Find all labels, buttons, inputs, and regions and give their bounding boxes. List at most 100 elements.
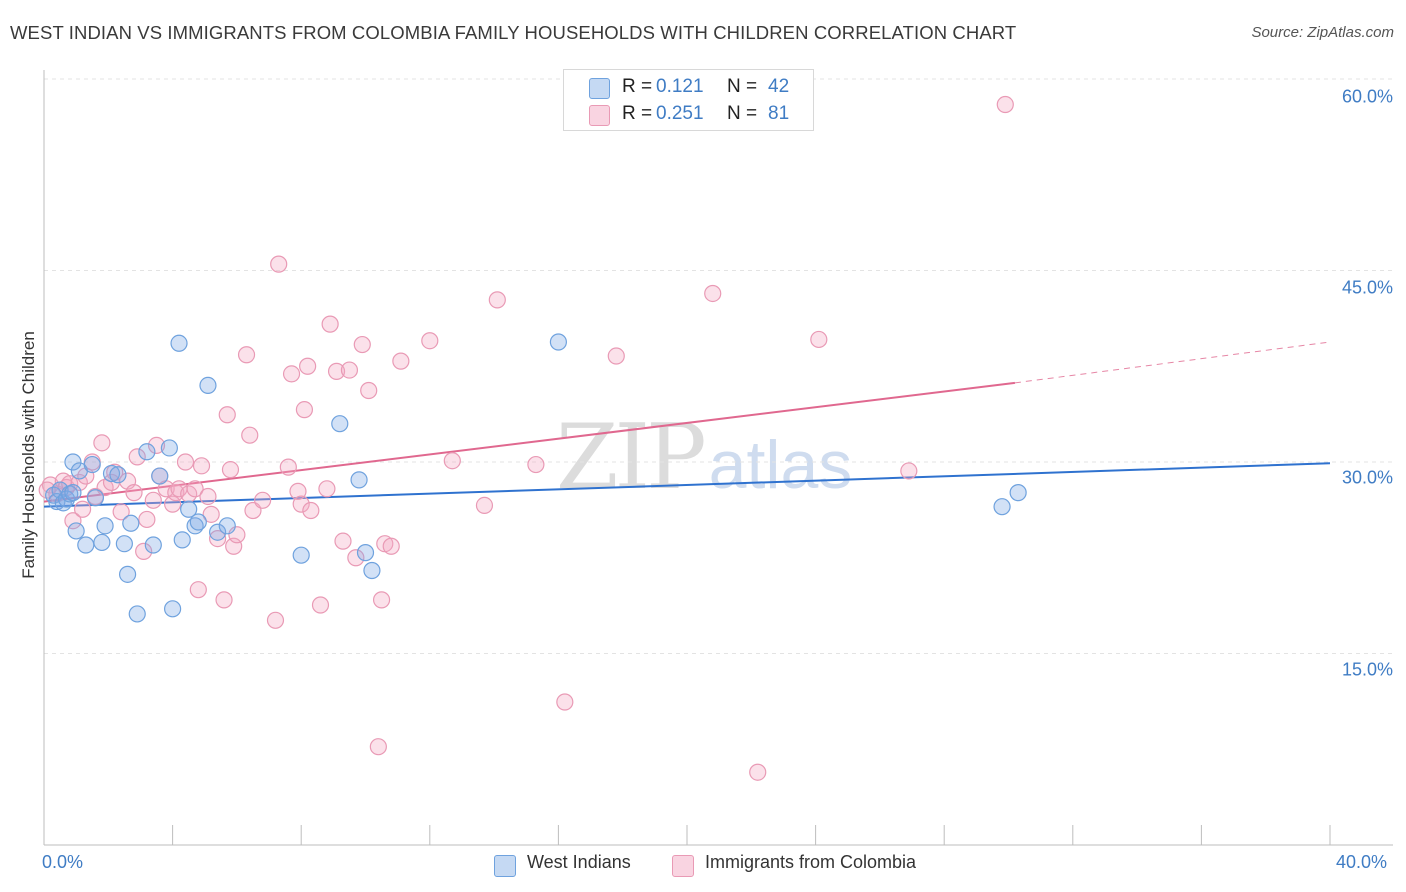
series-west-indians-points bbox=[45, 333, 1027, 623]
colombia-point bbox=[270, 255, 288, 273]
colombia-point bbox=[112, 503, 130, 521]
colombia-point bbox=[138, 510, 156, 529]
colombia-point bbox=[369, 738, 387, 756]
west-indians-point bbox=[549, 333, 568, 351]
colombia-point bbox=[488, 291, 506, 309]
west-indians-point bbox=[93, 533, 111, 552]
colombia-point bbox=[295, 401, 314, 419]
colombia-point bbox=[135, 542, 153, 560]
watermark-zip: ZIP bbox=[556, 405, 707, 510]
colombia-point bbox=[556, 693, 574, 711]
colombia-point bbox=[125, 484, 143, 502]
west-indians-point bbox=[122, 514, 140, 532]
west-indians-point bbox=[118, 565, 137, 583]
colombia-point bbox=[340, 361, 359, 379]
colombia-point bbox=[279, 458, 297, 476]
axes bbox=[43, 70, 1393, 846]
colombia-point bbox=[334, 532, 352, 550]
west-indians-point bbox=[189, 513, 207, 531]
legend-label-west-indians: West Indians bbox=[527, 852, 631, 872]
trendline-west-indians bbox=[43, 462, 1331, 508]
legend-stats: R = 0.121 N = 42 R = 0.251 N = 81 bbox=[563, 69, 814, 131]
legend-r-label: R = bbox=[622, 76, 653, 97]
colombia-point bbox=[241, 426, 259, 444]
west-indians-point bbox=[180, 500, 198, 518]
y-tick-label-15: 15.0% bbox=[1341, 659, 1393, 680]
west-indians-point bbox=[83, 455, 101, 474]
colombia-point bbox=[254, 491, 272, 509]
colombia-point bbox=[73, 500, 92, 518]
watermark-atlas: atlas bbox=[708, 427, 853, 503]
west-indians-point bbox=[86, 489, 105, 507]
colombia-point bbox=[144, 491, 162, 509]
legend-label-colombia: Immigrants from Colombia bbox=[705, 852, 917, 872]
y-tick-label-60: 60.0% bbox=[1341, 86, 1393, 107]
colombia-point bbox=[311, 596, 330, 614]
legend-swatch-blue bbox=[494, 855, 516, 877]
colombia-point bbox=[186, 480, 204, 498]
colombia-point bbox=[996, 95, 1014, 114]
colombia-point bbox=[192, 457, 211, 475]
y-axis-label: Family Households with Children bbox=[19, 331, 38, 579]
west-indians-point bbox=[160, 439, 178, 457]
watermark: ZIPatlas bbox=[556, 405, 852, 510]
west-indians-point bbox=[331, 415, 349, 433]
west-indians-point bbox=[218, 517, 236, 535]
colombia-point bbox=[176, 453, 195, 471]
x-tick-label-min: 0.0% bbox=[42, 852, 84, 872]
colombia-point bbox=[607, 347, 625, 365]
colombia-point bbox=[218, 406, 236, 424]
colombia-point bbox=[810, 330, 828, 349]
colombia-point bbox=[527, 455, 545, 474]
trendline-colombia-projection bbox=[1014, 341, 1331, 384]
colombia-point bbox=[347, 549, 365, 567]
gridlines bbox=[44, 78, 1393, 654]
colombia-point bbox=[318, 480, 336, 498]
x-tick-label-max: 40.0% bbox=[1336, 852, 1388, 872]
legend-n-value: 81 bbox=[768, 103, 790, 124]
legend-r-value: 0.121 bbox=[656, 76, 704, 97]
west-indians-point bbox=[77, 536, 95, 554]
y-tick-label-30: 30.0% bbox=[1341, 467, 1393, 488]
legend-n-label: N = bbox=[727, 76, 758, 97]
west-indians-point bbox=[363, 561, 381, 580]
west-indians-point bbox=[209, 523, 227, 541]
legend-swatch-pink bbox=[589, 105, 610, 126]
legend-swatch-blue bbox=[589, 78, 610, 99]
legend-n-label: N = bbox=[727, 103, 758, 124]
colombia-point bbox=[704, 284, 722, 303]
west-indians-point bbox=[64, 453, 82, 471]
series-colombia-points bbox=[38, 95, 1014, 781]
colombia-point bbox=[372, 591, 391, 609]
legend-swatch-pink bbox=[672, 855, 694, 877]
colombia-point bbox=[443, 452, 461, 470]
trendline-west-solid bbox=[43, 462, 1331, 508]
colombia-point bbox=[327, 362, 346, 380]
chart-title: WEST INDIAN VS IMMIGRANTS FROM COLOMBIA … bbox=[10, 22, 1017, 43]
west-indians-point bbox=[67, 522, 85, 540]
west-indians-point bbox=[128, 605, 146, 623]
colombia-point bbox=[382, 537, 400, 555]
legend-row-colombia: R = 0.251 N = 81 bbox=[564, 102, 813, 128]
west-indians-point bbox=[170, 334, 188, 352]
colombia-point bbox=[237, 346, 256, 364]
trendline-colombia-solid bbox=[43, 381, 1016, 503]
colombia-point bbox=[128, 448, 146, 466]
west-indians-point bbox=[144, 536, 162, 554]
west-indians-point bbox=[102, 464, 121, 483]
colombia-point bbox=[360, 381, 378, 400]
colombia-point bbox=[282, 365, 301, 383]
colombia-point bbox=[392, 352, 410, 370]
west-indians-point bbox=[173, 531, 191, 549]
west-indians-point bbox=[151, 467, 169, 485]
source-label: Source: ZipAtlas.com bbox=[1251, 24, 1394, 41]
legend-row-west-indians: R = 0.121 N = 42 bbox=[564, 75, 813, 101]
colombia-point bbox=[421, 332, 439, 350]
colombia-point bbox=[199, 487, 217, 506]
west-indians-point bbox=[1009, 484, 1027, 502]
west-indians-point bbox=[64, 484, 82, 502]
west-indians-point bbox=[199, 376, 217, 394]
y-tick-label-45: 45.0% bbox=[1341, 277, 1393, 298]
west-indians-point bbox=[96, 517, 114, 535]
west-indians-point bbox=[57, 490, 76, 508]
